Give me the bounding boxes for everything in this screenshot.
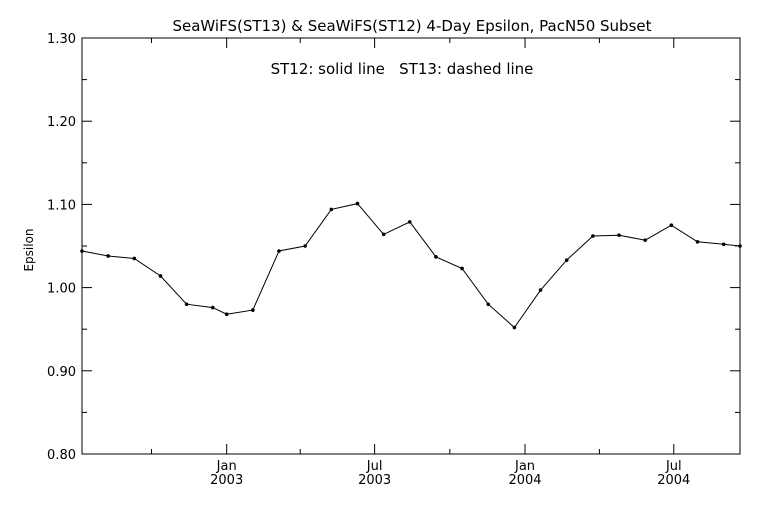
data-point bbox=[617, 233, 621, 237]
y-tick-label: 1.20 bbox=[47, 115, 76, 130]
x-tick-year-label: 2004 bbox=[508, 473, 541, 488]
data-point bbox=[407, 220, 412, 224]
data-point bbox=[80, 249, 84, 253]
data-point bbox=[132, 256, 137, 261]
data-point bbox=[251, 308, 255, 312]
chart-title: SeaWiFS(ST13) & SeaWiFS(ST12) 4-Day Epsi… bbox=[172, 17, 651, 35]
data-point bbox=[277, 249, 281, 253]
data-point bbox=[106, 254, 110, 258]
data-point bbox=[591, 234, 595, 238]
data-point bbox=[460, 266, 464, 271]
y-tick-label: 0.90 bbox=[47, 365, 76, 380]
data-point bbox=[669, 223, 674, 227]
y-tick-label: 1.30 bbox=[47, 32, 76, 47]
x-tick-year-label: 2003 bbox=[210, 473, 243, 488]
data-point bbox=[184, 302, 189, 307]
x-tick-month-label: Jan bbox=[216, 459, 237, 474]
data-point bbox=[721, 242, 726, 247]
data-point bbox=[695, 240, 700, 244]
data-point bbox=[381, 232, 386, 237]
y-tick-label: 1.00 bbox=[47, 282, 76, 297]
data-point bbox=[486, 302, 491, 307]
data-point bbox=[224, 312, 229, 317]
data-point bbox=[210, 305, 215, 310]
y-tick-label: 1.10 bbox=[47, 198, 76, 213]
data-point bbox=[329, 207, 334, 212]
x-tick-month-label: Jul bbox=[366, 459, 383, 474]
data-point bbox=[158, 274, 163, 278]
x-tick-year-label: 2003 bbox=[358, 473, 391, 488]
line-style-annotation: ST12: solid line ST13: dashed line bbox=[271, 60, 534, 78]
series-layer bbox=[80, 201, 742, 330]
data-point bbox=[355, 201, 360, 206]
x-tick-year-label: 2004 bbox=[657, 473, 690, 488]
data-point bbox=[738, 244, 742, 248]
data-point bbox=[303, 244, 307, 248]
data-point bbox=[564, 258, 569, 262]
y-axis-label: Epsilon bbox=[22, 228, 36, 271]
plot-frame bbox=[81, 37, 741, 455]
data-point bbox=[434, 255, 438, 259]
data-point bbox=[643, 238, 647, 242]
y-tick-label: 0.80 bbox=[47, 448, 76, 463]
data-point bbox=[538, 288, 543, 292]
x-tick-month-label: Jan bbox=[514, 459, 535, 474]
data-point bbox=[512, 325, 517, 330]
x-tick-month-label: Jul bbox=[665, 459, 682, 474]
y-axis: 0.80 0.90 1.00 1.10 1.20 1.30 bbox=[47, 32, 740, 463]
